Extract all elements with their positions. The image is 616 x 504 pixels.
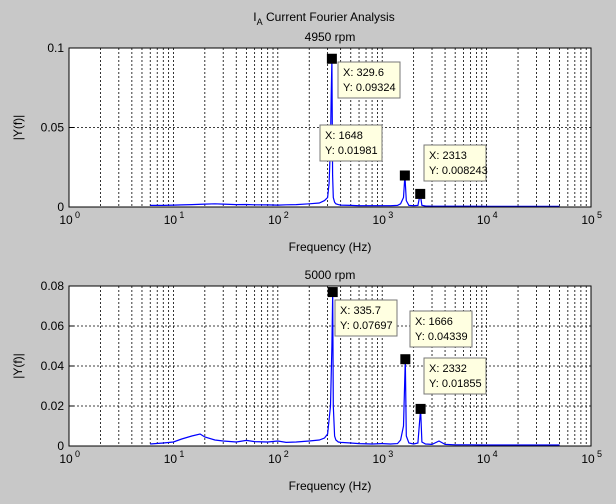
figure-title-subscript: A (257, 17, 263, 27)
spectrum-line (150, 292, 560, 446)
x-tick-label: 10 (59, 452, 73, 466)
x-tick-label: 10 (59, 213, 73, 227)
datatip-x-value: X: 335.7 (340, 305, 381, 317)
x-tick-exponent: 0 (75, 449, 80, 459)
datatip-marker[interactable] (400, 354, 411, 365)
y-tick-label: 0.08 (41, 279, 65, 293)
axes-box (68, 285, 592, 447)
datatip-y-value: Y: 0.01855 (429, 378, 482, 390)
x-tick-exponent: 3 (388, 210, 393, 220)
x-axis-label: Frequency (Hz) (289, 240, 372, 254)
x-tick-label: 10 (581, 213, 595, 227)
y-tick-label: 0.06 (41, 319, 65, 333)
x-tick-label: 10 (268, 452, 282, 466)
x-tick-label: 10 (477, 213, 491, 227)
datatip-x-value: X: 1666 (415, 316, 453, 328)
x-tick-exponent: 4 (493, 449, 498, 459)
y-tick-label: 0 (57, 439, 64, 453)
x-tick-exponent: 5 (597, 210, 602, 220)
x-tick-exponent: 0 (75, 210, 80, 220)
x-tick-label: 10 (164, 452, 178, 466)
y-tick-label: 0 (57, 200, 64, 214)
datatip-box[interactable] (409, 310, 473, 348)
x-tick-label: 10 (373, 213, 387, 227)
datatip-box[interactable] (334, 299, 398, 337)
x-tick-label: 10 (268, 213, 282, 227)
datatip-y-value: Y: 0.04339 (415, 331, 468, 343)
datatip-box[interactable] (423, 144, 487, 182)
datatip-box[interactable] (423, 357, 487, 395)
datatip-box[interactable] (337, 61, 401, 99)
datatip-marker[interactable] (327, 287, 338, 298)
x-tick-exponent: 2 (284, 210, 289, 220)
datatip-x-value: X: 2332 (429, 363, 467, 375)
datatip-y-value: Y: 0.008243 (429, 165, 488, 177)
y-tick-label: 0.1 (47, 41, 64, 55)
y-axis-label: |Y(f)| (11, 353, 25, 379)
y-tick-label: 0.02 (41, 399, 65, 413)
figure-title-main: I (253, 10, 256, 24)
x-tick-exponent: 1 (179, 210, 184, 220)
x-tick-exponent: 1 (179, 449, 184, 459)
datatip-y-value: Y: 0.01981 (325, 145, 378, 157)
datatip-marker[interactable] (415, 188, 426, 199)
x-tick-label: 10 (373, 452, 387, 466)
datatip-marker[interactable] (326, 53, 337, 64)
x-tick-label: 10 (477, 452, 491, 466)
datatip-x-value: X: 1648 (325, 130, 363, 142)
datatip-marker[interactable] (415, 403, 426, 414)
datatip-x-value: X: 2313 (429, 150, 467, 162)
figure-title: IA Current Fourier Analysis (253, 10, 394, 27)
subplot-title: 5000 rpm (305, 268, 356, 282)
y-axis-label: |Y(f)| (11, 115, 25, 141)
axes-box (68, 47, 592, 208)
datatip-box[interactable] (319, 124, 383, 162)
x-tick-label: 10 (164, 213, 178, 227)
y-tick-label: 0.04 (41, 359, 65, 373)
x-tick-exponent: 3 (388, 449, 393, 459)
x-tick-exponent: 5 (597, 449, 602, 459)
x-axis-label: Frequency (Hz) (289, 479, 372, 493)
datatip-y-value: Y: 0.07697 (340, 320, 393, 332)
x-tick-exponent: 2 (284, 449, 289, 459)
y-tick-label: 0.05 (41, 121, 65, 135)
x-tick-exponent: 4 (493, 210, 498, 220)
datatip-x-value: X: 329.6 (343, 67, 384, 79)
datatip-y-value: Y: 0.09324 (343, 82, 396, 94)
subplot-title: 4950 rpm (305, 30, 356, 44)
x-tick-label: 10 (581, 452, 595, 466)
spectrum-line (150, 58, 560, 207)
plot-5000-rpm: 10 0 10 1 10 2 10 3 10 4 10 500.020.040.060.085000 … (11, 268, 602, 493)
datatip-marker[interactable] (399, 170, 410, 181)
figure-title-rest: Current Fourier Analysis (263, 10, 395, 24)
